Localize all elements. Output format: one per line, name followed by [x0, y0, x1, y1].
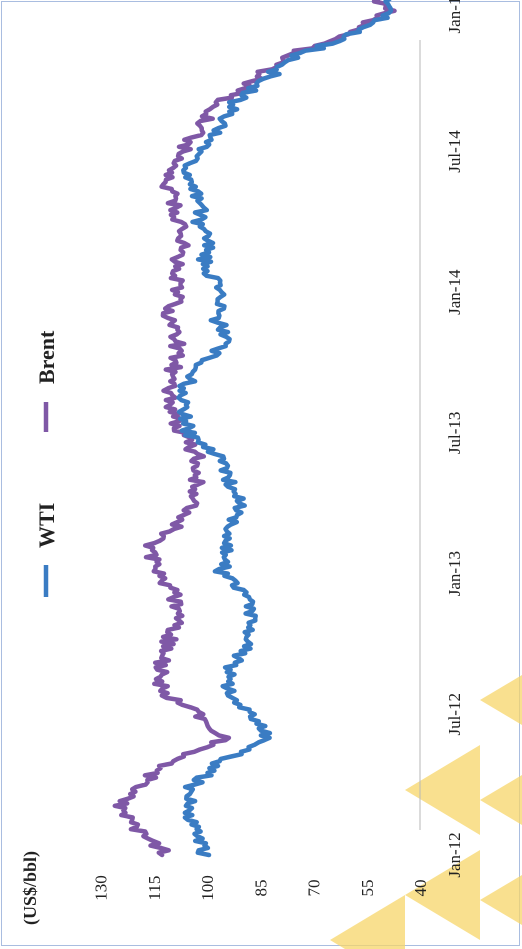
y-tick-label: 40 — [411, 880, 430, 897]
y-axis-unit-label: (US$/bbl) — [20, 851, 41, 925]
background-triangles — [330, 675, 522, 949]
y-axis-ticks: 40 55 70 85 100 115 130 — [92, 875, 431, 901]
x-tick-label: Jan-14 — [445, 269, 464, 315]
series-line-wti — [176, 0, 394, 858]
legend: WTI Brent — [34, 330, 59, 597]
y-tick-label: 115 — [145, 876, 164, 901]
background-triangle — [480, 775, 522, 825]
x-tick-label: Jul-14 — [445, 130, 464, 173]
series-line-brent — [112, 0, 397, 858]
x-tick-label: Jan-12 — [445, 832, 464, 877]
x-tick-label: Jul-12 — [445, 693, 464, 736]
x-tick-label: Jul-13 — [445, 412, 464, 455]
y-tick-label: 100 — [198, 875, 217, 901]
background-triangle — [480, 675, 522, 725]
y-tick-label: 55 — [358, 880, 377, 897]
y-tick-label: 85 — [251, 880, 270, 897]
legend-label-brent: Brent — [34, 330, 59, 384]
x-tick-label: Jan-13 — [445, 551, 464, 596]
series-lines — [112, 0, 397, 858]
x-tick-label: Jan-15 — [445, 0, 464, 33]
background-triangle — [405, 850, 480, 940]
background-triangle — [480, 875, 522, 925]
y-tick-label: 130 — [92, 875, 111, 901]
y-tick-label: 70 — [305, 880, 324, 897]
x-axis-ticks: Jan-12 Jul-12 Jan-13 Jul-13 Jan-14 Jul-14 Jan-… — [445, 0, 464, 878]
background-triangle — [330, 895, 405, 949]
legend-label-wti: WTI — [34, 503, 59, 548]
background-triangle — [405, 745, 480, 835]
